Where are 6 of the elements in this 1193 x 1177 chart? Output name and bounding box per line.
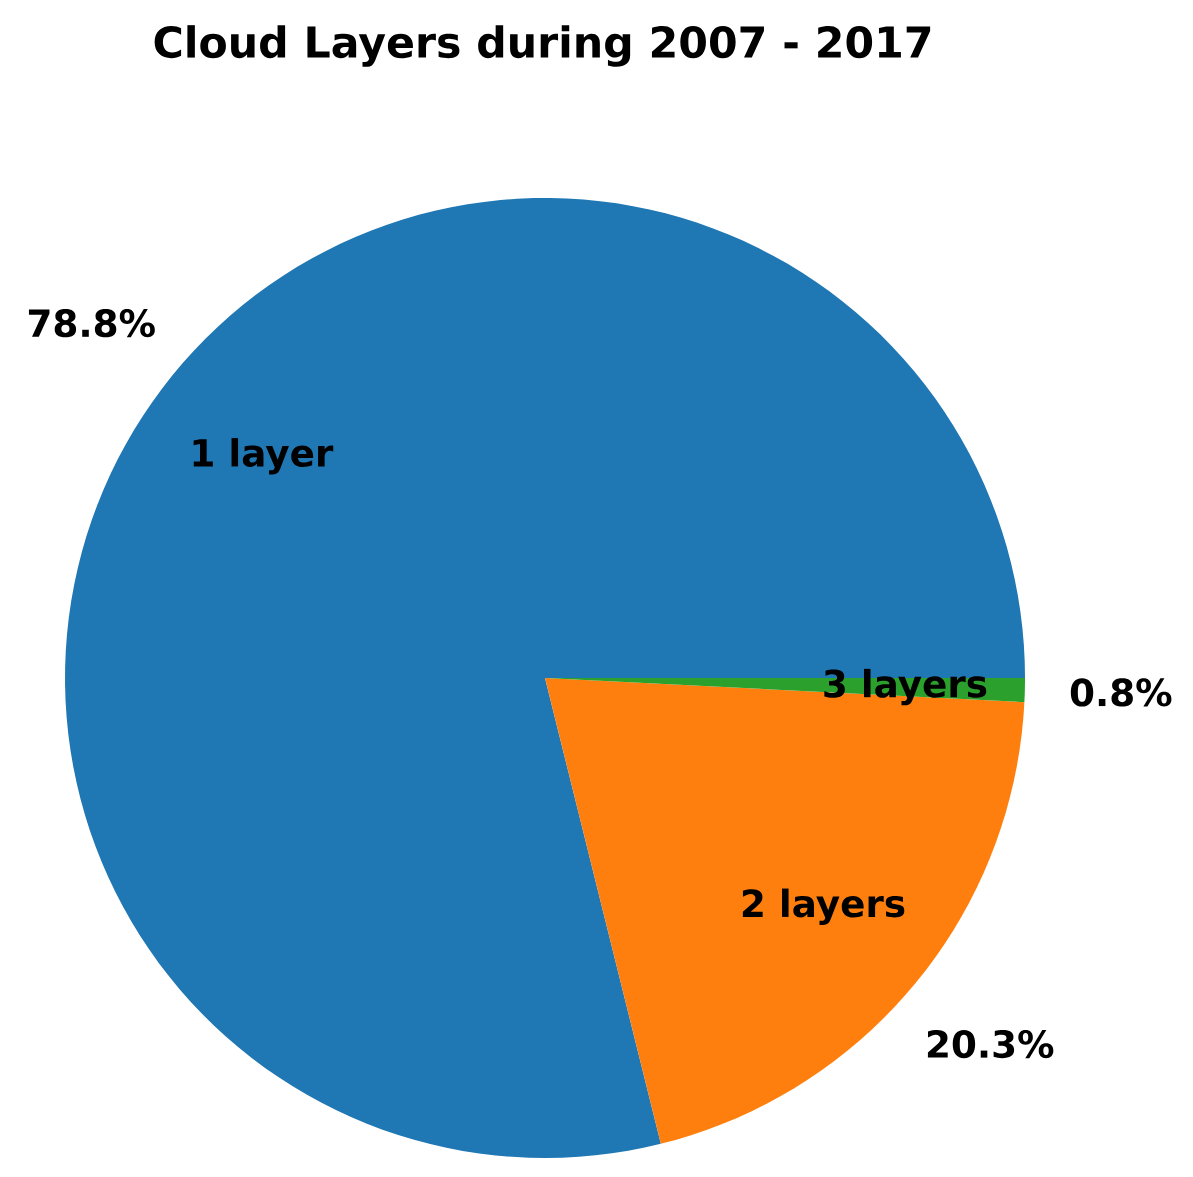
slice-label: 2 layers <box>742 888 905 925</box>
slice-label: 1 layer <box>193 438 334 475</box>
data-label: 78.8% <box>28 309 155 338</box>
chart-title: Cloud Layers during 2007 - 2017 <box>154 25 931 67</box>
data-label: 0.8% <box>1070 678 1172 707</box>
data-label: 20.3% <box>927 1029 1054 1059</box>
